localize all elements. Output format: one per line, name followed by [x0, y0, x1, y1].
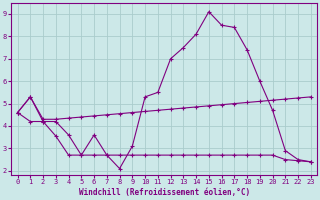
X-axis label: Windchill (Refroidissement éolien,°C): Windchill (Refroidissement éolien,°C) [79, 188, 250, 197]
